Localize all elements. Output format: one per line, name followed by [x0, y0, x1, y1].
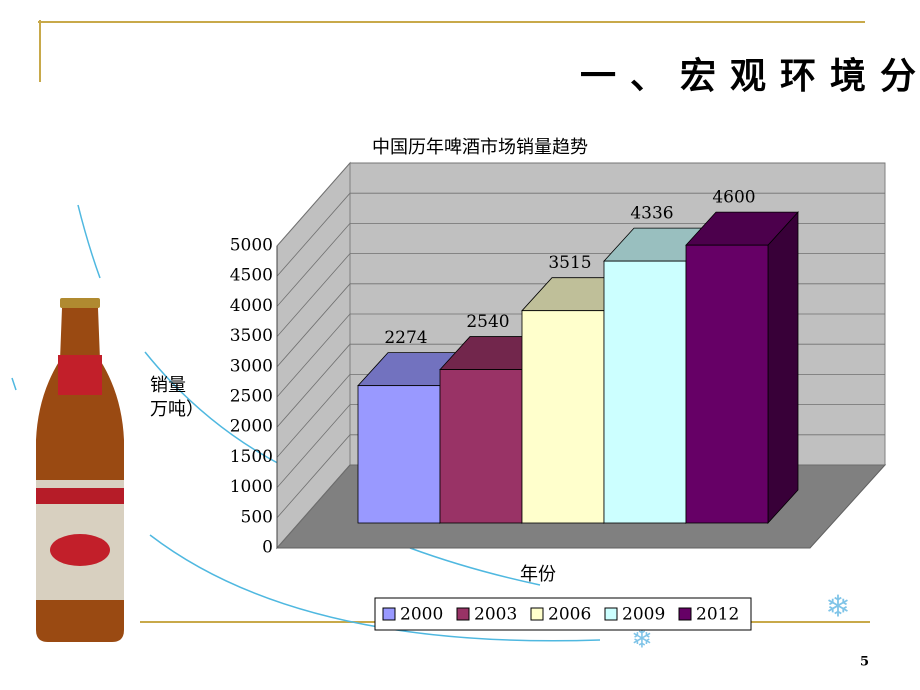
page-number: 5 — [860, 655, 869, 670]
legend-swatch — [530, 607, 544, 621]
beer-bottle — [36, 298, 124, 642]
y-tick-label: 1500 — [230, 447, 273, 467]
x-axis-label: 年份 — [520, 564, 556, 585]
legend-swatch — [678, 607, 692, 621]
grid-line — [276, 162, 885, 247]
y-tick-label: 4000 — [230, 296, 273, 316]
decor-curve — [11, 377, 17, 391]
decor-curve — [77, 204, 101, 279]
value-label: 2540 — [466, 312, 509, 332]
value-label: 2274 — [384, 328, 427, 348]
bar — [439, 369, 523, 524]
decor-curve — [149, 534, 601, 642]
value-label: 3515 — [548, 253, 591, 273]
legend-label: 2012 — [696, 605, 739, 625]
grid-line — [276, 192, 885, 277]
y-tick-label: 2000 — [230, 417, 273, 437]
y-tick-label: 3000 — [230, 356, 273, 376]
bar-side-shade — [768, 212, 798, 523]
snowflake: ❄ — [631, 625, 653, 655]
legend-swatch — [604, 607, 618, 621]
slide-title: 一、宏观环境分 — [580, 56, 920, 97]
bar — [357, 385, 441, 524]
bar — [685, 244, 769, 524]
legend-swatch — [456, 607, 470, 621]
y-axis-label: 销量 — [150, 375, 186, 396]
decor-curve — [409, 547, 541, 586]
legend-swatch — [382, 607, 396, 621]
legend: 2000 2003 2006 2009 2012 — [374, 597, 752, 631]
legend-label: 2009 — [622, 605, 665, 625]
value-label: 4336 — [630, 204, 673, 224]
y-tick-label: 2500 — [230, 387, 273, 407]
y-tick-label: 0 — [262, 538, 273, 558]
y-tick-label: 3500 — [230, 326, 273, 346]
value-label: 4600 — [712, 188, 755, 208]
bar-top-shade — [686, 212, 798, 246]
bar — [521, 310, 605, 524]
legend-label: 2000 — [400, 605, 443, 625]
legend-label: 2003 — [474, 605, 517, 625]
bar — [603, 260, 687, 524]
y-tick-label: 4500 — [230, 266, 273, 286]
y-tick-label: 5000 — [230, 236, 273, 256]
y-axis-label: 万吨） — [150, 399, 204, 420]
chart-title: 中国历年啤酒市场销量趋势 — [372, 137, 588, 158]
legend-label: 2006 — [548, 605, 591, 625]
y-tick-label: 500 — [241, 507, 273, 527]
y-tick-label: 1000 — [230, 477, 273, 497]
snowflake: ❄ — [825, 590, 850, 625]
